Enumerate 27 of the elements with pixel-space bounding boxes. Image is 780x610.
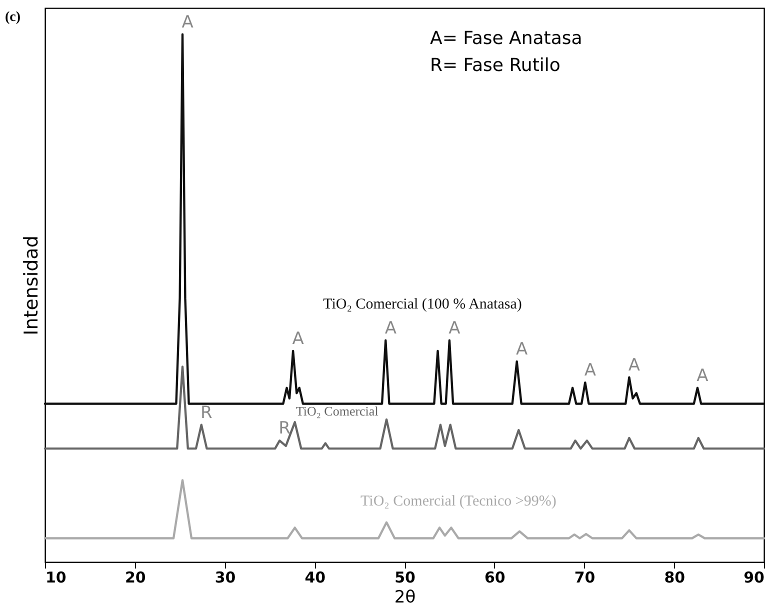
x-tick-label: 80 [664, 568, 686, 586]
x-tick-label: 20 [124, 568, 146, 586]
text: (c) [5, 10, 21, 25]
annotation: A [628, 355, 640, 376]
annotation: A [696, 366, 709, 386]
x-tick-label: 50 [394, 568, 416, 586]
annotation: A [292, 328, 304, 349]
x-tick-label: 10 [46, 568, 66, 586]
annotation: A [182, 12, 194, 32]
annotation: A [384, 318, 397, 338]
annotation: A [516, 340, 528, 360]
annotation: R [200, 402, 212, 423]
x-tick-label: 70 [574, 568, 596, 586]
annotation: R= Fase Rutilo [430, 55, 560, 76]
x-tick-label: 90 [744, 568, 764, 586]
text: TiO₂ Comercial (100 % Anatasa) [323, 296, 522, 313]
series-label: TiO₂ Comercial (Tecnico >99%) [360, 493, 556, 510]
annotation: A [584, 360, 596, 381]
annotation: A= Fase Anatasa [430, 28, 582, 49]
x-tick-label: 40 [304, 568, 326, 586]
annotation: R [278, 418, 291, 439]
annotation: A [448, 318, 461, 338]
x-axis-title: 2θ [394, 588, 416, 608]
y-axis-title: Intensidad [20, 236, 42, 336]
x-tick-label: 60 [484, 568, 506, 586]
x-tick-label: 30 [214, 568, 236, 586]
series-label: TiO₂ Comercial [296, 404, 379, 419]
